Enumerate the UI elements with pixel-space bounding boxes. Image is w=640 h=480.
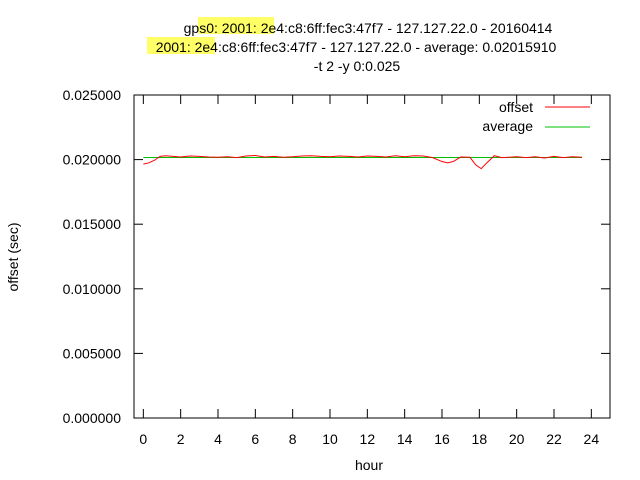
y-tick-label: 0.005000 xyxy=(63,345,122,361)
y-tick-label: 0.015000 xyxy=(63,216,122,232)
legend: offset average xyxy=(482,99,590,134)
x-tick-label: 10 xyxy=(322,431,338,447)
x-axis-ticks: 0 2 4 6 8 10 12 14 16 18 20 22 24 xyxy=(139,95,599,447)
x-tick-label: 4 xyxy=(214,431,222,447)
x-tick-label: 16 xyxy=(434,431,450,447)
redaction-mark xyxy=(147,37,215,54)
x-tick-label: 14 xyxy=(397,431,413,447)
x-axis-label: hour xyxy=(355,457,383,473)
x-tick-label: 0 xyxy=(139,431,147,447)
legend-label-average: average xyxy=(482,118,533,134)
x-tick-label: 2 xyxy=(177,431,185,447)
x-tick-label: 24 xyxy=(584,431,600,447)
y-axis-label: offset (sec) xyxy=(5,223,21,292)
x-tick-label: 12 xyxy=(360,431,376,447)
series-line-offset xyxy=(143,154,583,170)
plot-frame xyxy=(133,94,611,419)
y-tick-label: 0.025000 xyxy=(63,87,122,103)
data-series xyxy=(143,154,583,170)
x-tick-label: 8 xyxy=(289,431,297,447)
x-tick-label: 18 xyxy=(472,431,488,447)
y-tick-label: 0.020000 xyxy=(63,152,122,168)
y-tick-label: 0.000000 xyxy=(63,410,122,426)
legend-label-offset: offset xyxy=(499,99,533,115)
x-tick-label: 22 xyxy=(546,431,562,447)
x-tick-label: 20 xyxy=(509,431,525,447)
x-tick-label: 6 xyxy=(251,431,259,447)
chart-title: gps0: 2001: 2e4:c8:6ff:fec3:47f7 - 127.1… xyxy=(147,17,557,74)
title-line-1: gps0: 2001: 2e4:c8:6ff:fec3:47f7 - 127.1… xyxy=(184,20,553,36)
title-line-2: 2001: 2e4:c8:6ff:fec3:47f7 - 127.127.22.… xyxy=(156,39,557,55)
redaction-mark xyxy=(198,17,274,34)
y-tick-label: 0.010000 xyxy=(63,281,122,297)
y-axis-ticks: 0.000000 0.005000 0.010000 0.015000 0.020000… xyxy=(63,87,610,426)
title-line-3: -t 2 -y 0:0.025 xyxy=(314,58,401,74)
